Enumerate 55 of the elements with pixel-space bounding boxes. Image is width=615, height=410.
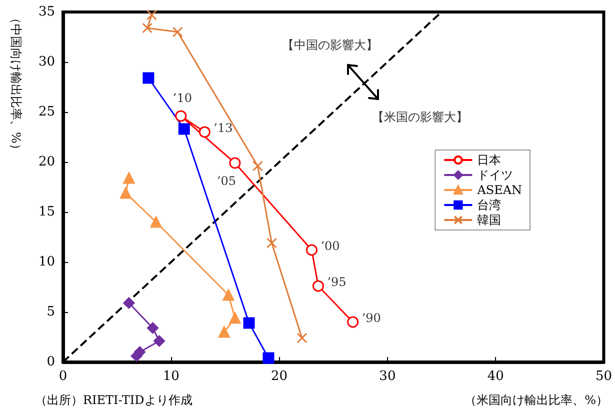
y-tick-label: 30 — [38, 54, 55, 70]
point — [123, 172, 135, 184]
point — [178, 123, 190, 135]
annotation: 【米国の影響大】 — [372, 110, 468, 124]
y-tick-label: 20 — [38, 154, 55, 170]
x-tick-label: 40 — [487, 369, 504, 384]
annotation: ’05 — [216, 174, 236, 188]
point — [172, 26, 183, 38]
point — [142, 72, 154, 84]
point — [312, 280, 324, 292]
point — [198, 126, 210, 138]
point — [262, 352, 274, 364]
legend-label: ASEAN — [476, 183, 522, 197]
x-axis-title: （米国向け輸出比率、%） — [464, 393, 608, 407]
legend-label: ドイツ — [477, 168, 514, 182]
legend-label: 韓国 — [477, 213, 502, 227]
point — [229, 157, 241, 169]
annotation: ’90 — [362, 311, 381, 325]
y-axis-title: （中国向け輸出比率、%） — [9, 12, 23, 156]
point — [266, 238, 277, 248]
point — [243, 317, 255, 329]
text: （出所）RIETI-TIDより作成 — [35, 393, 192, 407]
point — [142, 22, 153, 34]
point — [306, 244, 318, 256]
x-tick-label: 10 — [162, 369, 180, 384]
y-tick-label: 0 — [46, 354, 55, 370]
y-tick-label: 15 — [38, 204, 55, 220]
annotation: ’10 — [172, 91, 192, 105]
point — [229, 312, 241, 324]
x-tick-label: 50 — [595, 369, 612, 384]
point — [147, 322, 159, 334]
annotation: ’95 — [327, 275, 346, 289]
x-tick-label: 30 — [379, 369, 396, 384]
x-tick-label: 20 — [271, 369, 288, 384]
annotation: ’13 — [214, 121, 233, 135]
y-tick-label: 10 — [38, 254, 55, 270]
y-tick-label: 25 — [38, 104, 55, 120]
point — [175, 110, 187, 122]
y-tick-label: 5 — [46, 304, 55, 320]
point — [347, 316, 359, 328]
point — [218, 326, 230, 338]
point — [222, 289, 234, 301]
legend-label: 台湾 — [477, 198, 502, 212]
point — [150, 216, 162, 228]
x-tick-label: 0 — [58, 369, 68, 384]
annotation: ’00 — [320, 239, 340, 253]
point — [120, 187, 132, 199]
point — [146, 10, 157, 20]
y-tick-label: 35 — [38, 4, 55, 20]
point — [296, 332, 308, 344]
legend-label: 日本 — [477, 153, 502, 167]
point — [154, 335, 165, 347]
point — [123, 297, 135, 309]
point — [252, 160, 263, 172]
annotation: 【中国の影響大】 — [282, 38, 378, 52]
